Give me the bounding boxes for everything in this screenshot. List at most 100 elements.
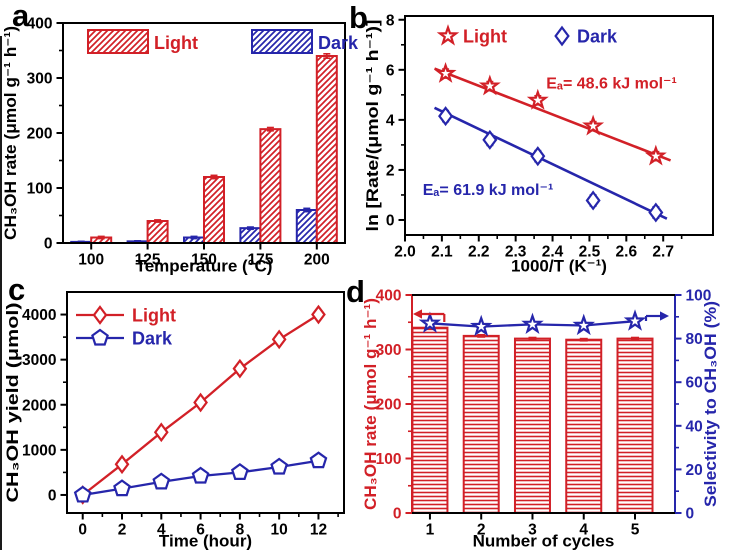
diamond-marker-dark: [648, 202, 664, 223]
svg-text:60: 60: [686, 375, 703, 392]
y-axis: 0 1000 2000 3000 4000: [22, 307, 67, 504]
legend-label-light: Light: [154, 33, 198, 53]
svg-text:6: 6: [196, 522, 205, 539]
diamond-marker-light: [193, 392, 208, 413]
svg-text:1: 1: [426, 522, 435, 539]
legend-label-dark: Dark: [318, 33, 359, 53]
y-axis-title: CH₃OH yield (μmol): [4, 303, 22, 503]
panel-label-d: d: [346, 274, 365, 309]
star-marker-selectivity: [623, 309, 647, 331]
svg-text:150: 150: [191, 252, 217, 269]
svg-text:2.3: 2.3: [505, 244, 527, 261]
pentagon-marker-dark: [152, 472, 171, 490]
svg-text:3: 3: [528, 522, 537, 539]
legend-diamond-icon: [554, 25, 570, 47]
right-y-axis-title: Selectivity to CH₃OH (%): [702, 301, 720, 507]
legend-pentagon-icon: [91, 328, 109, 346]
svg-text:400: 400: [376, 288, 402, 305]
svg-text:6: 6: [386, 62, 395, 79]
star-marker-selectivity: [469, 314, 493, 337]
svg-text:8: 8: [236, 522, 245, 539]
legend: Light Dark: [76, 305, 176, 349]
svg-text:4000: 4000: [22, 307, 56, 324]
panel-d-cycles-bar-chart: 0 100 200 300 400 0 20 40 60 80 100 1 2 3 4 5 CH₃OH rate…: [364, 288, 720, 550]
left-edge-artifact: [0, 36, 2, 550]
panel-label-a: a: [12, 0, 30, 33]
star-marker-light: [526, 88, 549, 110]
svg-text:2000: 2000: [22, 397, 56, 414]
svg-text:20: 20: [686, 462, 703, 479]
svg-text:40: 40: [686, 418, 703, 435]
pentagon-marker-dark: [113, 479, 131, 497]
left-y-axis: 0 100 200 300 400: [376, 288, 412, 523]
diamond-marker-dark: [438, 106, 454, 127]
plot-frame: [404, 15, 714, 236]
legend: Light Dark: [436, 24, 618, 47]
svg-text:1000: 1000: [22, 442, 56, 459]
svg-text:100: 100: [27, 181, 53, 198]
x-axis: 1 2 3 4 5: [426, 513, 640, 539]
panel-b-arrhenius-plot: 0 2 4 6 8 2.0 2.1 2.2 2.3 2.4 2.5 2.6 2.7 ln [Rate/(μ…: [364, 12, 714, 275]
diamond-marker-light: [153, 422, 169, 443]
star-marker-selectivity: [521, 312, 544, 335]
bars-light: [90, 52, 338, 244]
diamond-marker-dark: [585, 190, 601, 211]
diamond-marker-dark: [482, 129, 498, 150]
svg-text:2: 2: [477, 522, 486, 539]
star-marker-light: [644, 144, 667, 166]
panel-a-bar-chart: 0 100 200 300 400 100 125 150 175 200 CH₃OH rate (…: [2, 16, 359, 276]
svg-text:100: 100: [78, 252, 104, 269]
legend-label-light: Light: [463, 27, 507, 47]
svg-text:2.7: 2.7: [652, 244, 674, 261]
series-dark: [73, 451, 328, 503]
y-axis: 0 100 200 300 400: [27, 16, 63, 253]
x-axis: 100 125 150 175 200: [78, 243, 330, 269]
diamond-marker-light: [232, 358, 248, 379]
y-axis-title: CH₃OH rate (μmol g⁻¹ h⁻¹): [2, 26, 20, 240]
pentagon-marker-dark: [309, 451, 328, 469]
right-axis-arrow: [660, 311, 669, 321]
svg-text:4: 4: [579, 522, 588, 539]
svg-text:2: 2: [118, 522, 127, 539]
svg-text:8: 8: [386, 12, 395, 29]
svg-text:200: 200: [376, 397, 402, 414]
star-marker-light: [582, 114, 605, 136]
svg-text:80: 80: [686, 331, 703, 348]
svg-text:100: 100: [376, 451, 402, 468]
svg-text:2.0: 2.0: [394, 244, 416, 261]
activation-energy-label-light: Eₐ= 48.6 kJ mol⁻¹: [546, 76, 677, 93]
y-axis-title: ln [Rate/(μmol g⁻¹ h⁻¹)]: [364, 20, 382, 232]
svg-text:0: 0: [393, 506, 402, 523]
svg-text:300: 300: [27, 71, 53, 88]
svg-text:125: 125: [135, 252, 161, 269]
legend-diamond-icon: [92, 305, 108, 325]
svg-text:0: 0: [48, 487, 57, 504]
series-dark: [433, 106, 668, 223]
left-y-axis-title: CH₃OH rate (μmol g⁻¹ h⁻¹): [364, 298, 380, 510]
svg-text:400: 400: [27, 16, 53, 33]
svg-text:5: 5: [631, 522, 640, 539]
svg-text:100: 100: [686, 288, 712, 305]
panel-label-c: c: [8, 272, 26, 307]
legend-label-dark: Dark: [132, 329, 173, 349]
diamond-marker-light: [311, 304, 326, 325]
svg-text:3000: 3000: [22, 352, 56, 369]
svg-text:12: 12: [310, 522, 327, 539]
svg-text:4: 4: [386, 112, 395, 129]
x-axis-title: Time (hour): [159, 532, 252, 550]
x-axis: 0 2 4 6 8 10 12: [78, 513, 339, 539]
svg-text:200: 200: [27, 126, 53, 143]
star-marker-selectivity: [418, 311, 442, 333]
activation-energy-label-dark: Eₐ= 61.9 kJ mol⁻¹: [423, 182, 554, 199]
svg-text:0: 0: [686, 506, 695, 523]
series-light: [434, 62, 672, 166]
svg-text:10: 10: [271, 522, 288, 539]
selectivity-line: [418, 309, 647, 337]
star-marker-light: [478, 74, 501, 96]
bars-rate: [411, 325, 654, 515]
svg-text:0: 0: [44, 236, 53, 253]
svg-text:2.5: 2.5: [579, 244, 601, 261]
star-marker-selectivity: [572, 313, 596, 336]
panel-c-yield-line-chart: 0 1000 2000 3000 4000 0 2 4 6 8 10 12 CH₃OH yield (μ…: [4, 291, 345, 550]
